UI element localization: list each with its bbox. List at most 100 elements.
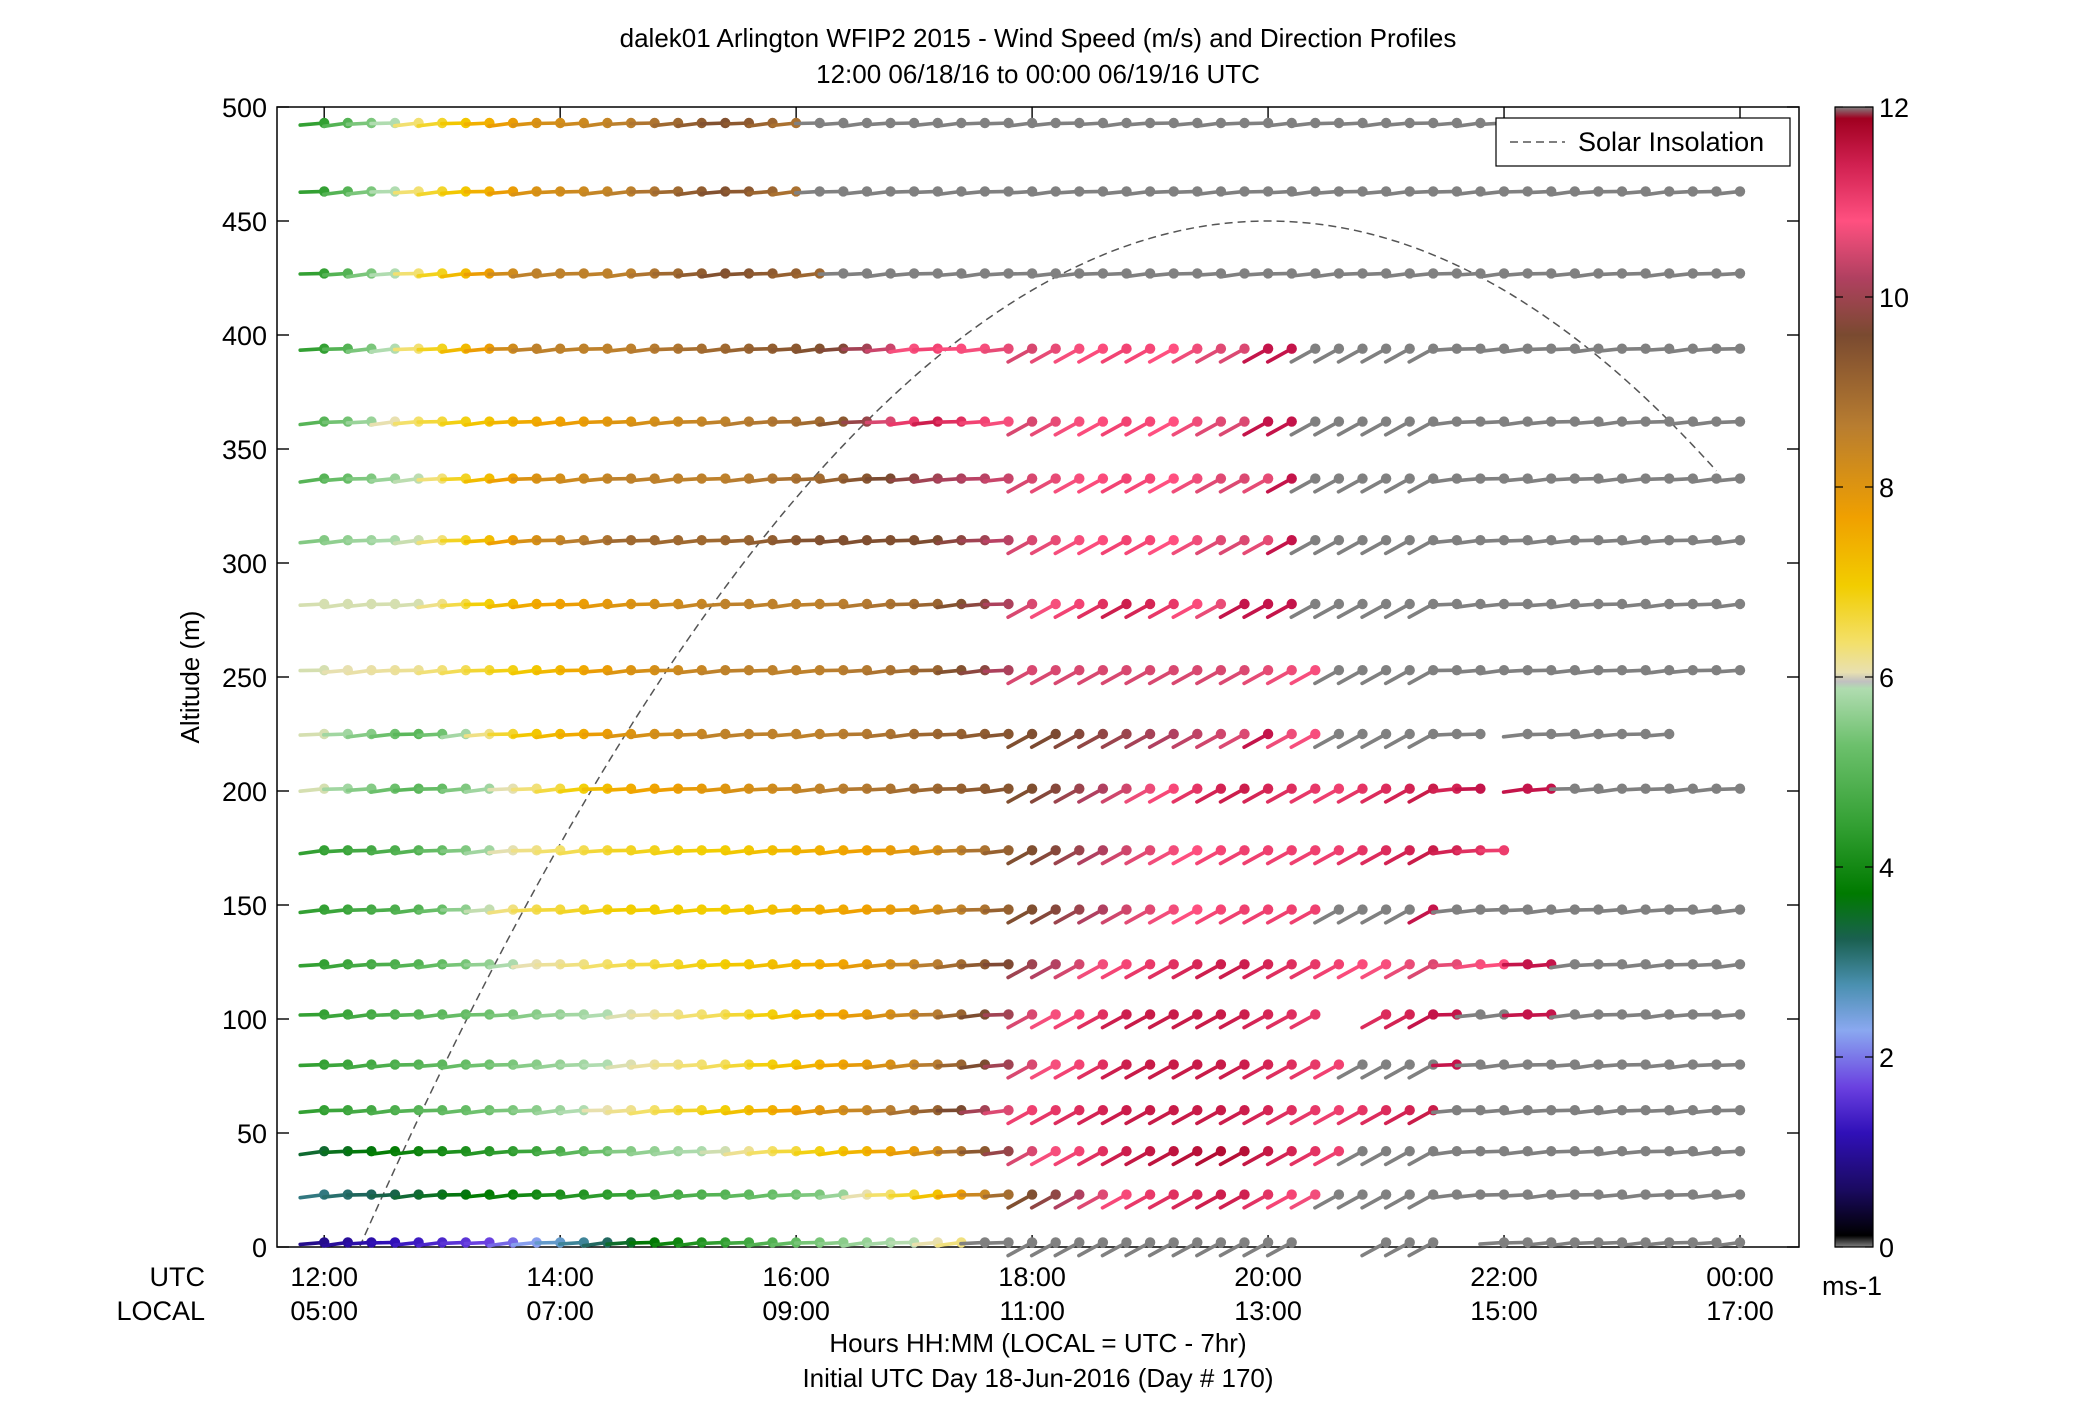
wind-barb-head: [1380, 959, 1392, 970]
wind-barb-head: [1239, 904, 1250, 915]
wind-barb-head: [1215, 665, 1227, 676]
wind-barb: [1289, 665, 1321, 686]
wind-barb: [1124, 728, 1156, 750]
wind-barb: [1265, 1059, 1297, 1080]
y-tick-label: 0: [252, 1233, 267, 1263]
wind-barbs: [298, 117, 1746, 1258]
wind-barb: [1077, 1105, 1109, 1126]
wind-barb-head: [1097, 845, 1109, 856]
wind-barb-head: [1262, 1105, 1274, 1116]
wind-barb: [1714, 268, 1746, 279]
wind-barb-head: [1357, 473, 1368, 484]
wind-barb-head: [1380, 1189, 1392, 1200]
wind-barb-head: [1310, 598, 1321, 610]
wind-barb: [1336, 1059, 1368, 1080]
y-tick-label: 250: [222, 663, 267, 693]
wind-barb-head: [1050, 598, 1061, 610]
wind-barb: [1195, 1237, 1227, 1258]
x-tick-label-utc: 00:00: [1706, 1262, 1774, 1292]
wind-barb: [1336, 1105, 1368, 1126]
wind-barb: [1336, 959, 1368, 980]
wind-barb-head: [1333, 783, 1345, 794]
wind-barb-head: [1026, 1146, 1038, 1157]
colorbar-tick-label: 8: [1879, 473, 1894, 503]
wind-barb: [1360, 959, 1392, 980]
wind-barb-head: [1026, 1189, 1038, 1200]
wind-barb-head: [1286, 535, 1297, 546]
wind-barb-head: [1144, 665, 1156, 676]
wind-barb-head: [1121, 904, 1132, 915]
wind-barb: [1242, 1237, 1274, 1258]
wind-barb: [1171, 598, 1203, 620]
wind-barb: [1053, 904, 1085, 925]
wind-barb-head: [1734, 904, 1746, 915]
wind-barb: [1171, 904, 1203, 925]
wind-barb-head: [1026, 598, 1038, 610]
wind-barb: [1265, 1105, 1297, 1126]
wind-barb: [1383, 1059, 1415, 1080]
wind-barb-head: [1404, 416, 1415, 427]
wind-barb: [1218, 1105, 1250, 1126]
wind-barb-head: [1734, 1146, 1746, 1157]
wind-barb: [1147, 1146, 1179, 1167]
wind-barb-head: [1404, 665, 1415, 676]
wind-barb-head: [1310, 783, 1321, 794]
wind-barb-head: [1380, 1059, 1392, 1070]
wind-barb: [1124, 959, 1156, 980]
wind-barb: [1171, 1189, 1203, 1210]
wind-barb-head: [1310, 904, 1321, 915]
wind-barb-head: [1380, 535, 1392, 546]
wind-barb-head: [1262, 473, 1274, 484]
colorbar-tick-label: 4: [1879, 853, 1894, 883]
x-tick-label-utc: 12:00: [290, 1262, 358, 1292]
wind-barb-head: [1050, 1059, 1061, 1070]
wind-barb: [1124, 1237, 1156, 1258]
wind-barb-head: [1734, 1059, 1746, 1070]
wind-barb-head: [1097, 416, 1109, 427]
wind-barb-head: [1168, 343, 1179, 354]
wind-barb: [1313, 845, 1345, 866]
wind-barb-head: [1003, 845, 1014, 856]
wind-barb-head: [1357, 845, 1368, 856]
x-tick-label-local: 17:00: [1706, 1296, 1774, 1326]
wind-barb: [1171, 1009, 1203, 1030]
wind-barb-head: [1333, 665, 1345, 676]
wind-barb: [1336, 904, 1368, 925]
wind-barb: [1195, 1146, 1227, 1167]
wind-barb: [1100, 728, 1132, 750]
x-tick-label-utc: 16:00: [762, 1262, 830, 1292]
wind-barb-head: [1074, 1059, 1085, 1070]
wind-barb: [982, 728, 1014, 740]
wind-barb: [1077, 1237, 1109, 1258]
wind-barb: [1100, 1009, 1132, 1030]
wind-barb-head: [1262, 1237, 1274, 1248]
wind-barb-head: [1050, 665, 1061, 676]
wind-barb: [1265, 1146, 1297, 1167]
wind-barb-head: [1215, 416, 1227, 427]
wind-barb-head: [1734, 186, 1746, 197]
wind-barb-head: [1734, 268, 1746, 279]
wind-barb-head: [1357, 783, 1368, 794]
wind-barb: [1006, 598, 1038, 620]
wind-barb-head: [1168, 904, 1179, 915]
wind-barb-head: [1734, 1009, 1746, 1020]
wind-barb-head: [1310, 845, 1321, 856]
wind-barb-head: [1262, 959, 1274, 970]
wind-barb: [1147, 598, 1179, 620]
wind-barb-head: [1286, 845, 1297, 856]
wind-barb: [1336, 845, 1368, 866]
wind-barb: [982, 783, 1014, 794]
wind-barb: [1218, 1009, 1250, 1030]
wind-barb-head: [1121, 1105, 1132, 1116]
wind-barb-head: [1404, 1189, 1415, 1200]
wind-barb-head: [1239, 783, 1250, 794]
wind-barb-head: [1215, 1189, 1227, 1200]
x-tick-label-utc: 14:00: [526, 1262, 594, 1292]
wind-barb: [1029, 665, 1061, 686]
wind-barb: [1124, 1189, 1156, 1210]
x-tick-label-utc: 20:00: [1234, 1262, 1302, 1292]
wind-barb-head: [1262, 535, 1274, 546]
wind-barb-head: [1215, 598, 1227, 610]
wind-barb-head: [1239, 1237, 1250, 1248]
wind-barb-head: [1003, 473, 1014, 484]
